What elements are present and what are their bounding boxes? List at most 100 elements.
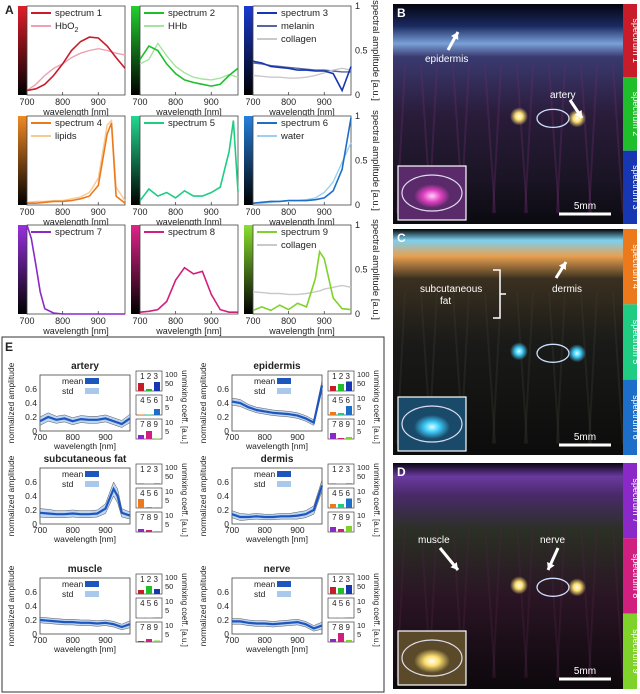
y-axis-label: spectral amplitude [a.u.] [370, 0, 381, 101]
inset-ellipse [401, 405, 463, 443]
unmixing-tick: 5 [165, 520, 169, 529]
image-texture [484, 65, 496, 214]
legend-label: mean [254, 469, 276, 479]
legend-label: spectrum 9 [281, 227, 328, 238]
scalebar-label: 5mm [574, 666, 596, 677]
mean-line [231, 485, 324, 519]
unmixing-tick: 10 [357, 597, 365, 606]
x-axis-label: wavelength [nm] [53, 441, 116, 451]
mean-line [39, 415, 131, 426]
colour-bar [623, 379, 637, 455]
plot-frame [26, 115, 126, 206]
y-tick-label: 0.5 [355, 265, 368, 275]
unmixing-bar-8 [338, 438, 344, 439]
image-texture [612, 292, 624, 444]
image-texture [612, 65, 624, 214]
y-tick-label: 0 [355, 309, 360, 319]
x-tick-label: 700 [132, 316, 147, 326]
x-tick-label: 700 [19, 207, 34, 217]
image-panel-c: spectrum 4 spectrum 5 spectrum 6 C 5mm subcut… [393, 229, 640, 455]
unmixing-tick: 100 [165, 370, 178, 379]
x-tick-label: 900 [290, 525, 304, 535]
y-tick-label: 0 [32, 629, 37, 639]
x-tick-label: 900 [91, 316, 106, 326]
unmixing-header: 1 2 3 [332, 465, 350, 474]
y-tick-label: 0.2 [217, 615, 229, 625]
bright-spot [510, 107, 528, 126]
legend-label: spectrum 2 [168, 8, 215, 19]
image-texture [524, 292, 534, 444]
unmixing-bar-9 [154, 438, 160, 439]
series-line-spectrum-5 [139, 120, 239, 202]
x-tick-label: 900 [204, 316, 219, 326]
x-tick-label: 900 [98, 525, 112, 535]
colormap-bar [18, 225, 27, 314]
legend-swatch [85, 481, 99, 487]
unmixing-bar-8 [146, 530, 152, 532]
x-axis-label: wavelength [nm] [155, 217, 222, 227]
y-tick-label: 0.2 [25, 412, 37, 422]
y-tick-label: 0.2 [217, 412, 229, 422]
colour-bar-label: spectrum 5 [631, 320, 640, 365]
annotation-label: artery [550, 90, 576, 101]
tissue-title: epidermis [253, 361, 301, 372]
unmixing-bar-6 [346, 498, 352, 508]
unmixing-tick: 5 [357, 606, 361, 615]
x-axis-label: wavelength [nm] [245, 534, 308, 544]
legend-label: spectrum 4 [55, 118, 102, 129]
image-texture [484, 526, 496, 678]
x-tick-label: 900 [98, 432, 112, 442]
legend-swatch [85, 591, 99, 597]
unmixing-bar-9 [154, 531, 160, 532]
y-tick-label: 0.6 [217, 587, 229, 597]
legend-label: std [254, 386, 266, 396]
image-texture [556, 526, 566, 678]
panel-letter-a: A [5, 3, 14, 17]
unmixing-bar-2 [338, 588, 344, 594]
unmixing-ylabel: unmixing coeff. [a.u.] [180, 463, 189, 537]
colour-bar [623, 229, 637, 305]
x-axis-label: wavelength [nm] [42, 217, 109, 227]
unmixing-bar-6 [154, 617, 160, 618]
spectrum-plot-3: spectrum 3 melanin collagen 700 800 900wavele… [244, 0, 381, 117]
y-tick-label: 0.6 [217, 477, 229, 487]
y-tick-label: 0 [224, 519, 229, 529]
unmixing-tick: 100 [357, 370, 370, 379]
x-axis-label: wavelength [nm] [42, 326, 109, 336]
legend-label: mean [62, 579, 84, 589]
legend-swatch [85, 388, 99, 394]
x-tick-label: 700 [33, 432, 47, 442]
image-texture [612, 526, 624, 678]
unmixing-bar-6 [346, 617, 352, 618]
y-tick-label: 0 [224, 426, 229, 436]
unmixing-tick: 10 [357, 511, 365, 520]
unmixing-header: 7 8 9 [140, 513, 158, 522]
unmixing-bar-9 [154, 640, 160, 642]
plot-frame [139, 224, 239, 315]
annotation-arrowhead [574, 110, 582, 118]
legend-swatch [85, 581, 99, 587]
bright-spot [568, 344, 586, 363]
y-axis-label: normalized amplitude [198, 565, 208, 646]
x-tick-label: 900 [317, 316, 332, 326]
annotation-bracket [493, 269, 506, 319]
unmixing-tick: 5 [357, 496, 361, 505]
y-axis-label: spectral amplitude [a.u.] [370, 110, 381, 211]
unmixing-header: 7 8 9 [140, 420, 158, 429]
unmixing-header: 4 5 6 [332, 599, 350, 608]
unmixing-bar-6 [346, 406, 352, 415]
x-tick-label: 800 [55, 316, 70, 326]
y-tick-label: 0.6 [25, 477, 37, 487]
colour-bar [623, 304, 637, 380]
unmixing-tick: 50 [357, 582, 365, 591]
colour-bar-label: spectrum 2 [631, 92, 640, 137]
unmixing-tick: 5 [357, 427, 361, 436]
unmixing-bar-3 [154, 382, 160, 391]
y-axis-label: normalized amplitude [198, 455, 208, 536]
colormap-bar [244, 116, 253, 205]
x-tick-label: 900 [204, 97, 219, 107]
